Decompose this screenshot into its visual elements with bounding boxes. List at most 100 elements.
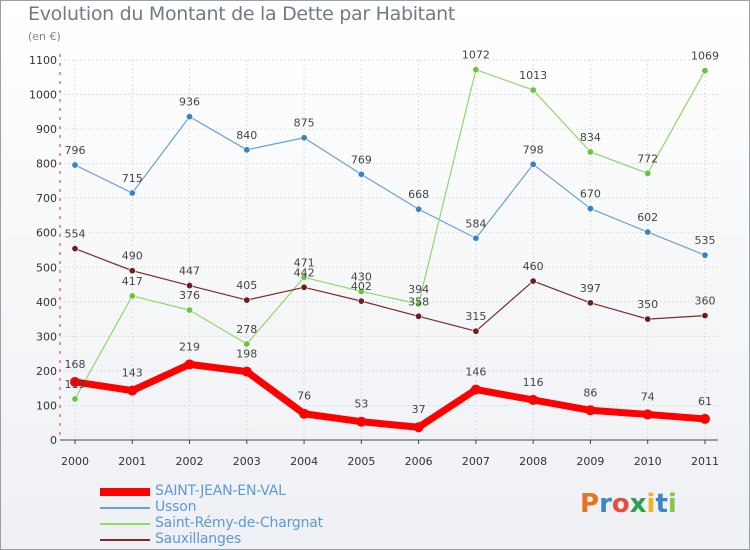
data-point [186,113,194,121]
data-point [529,160,537,168]
logo-letter: t [655,489,668,519]
series-line-saint-r-my-de-chargnat [74,69,706,400]
data-label: 602 [637,211,658,224]
logo-letter: P [580,489,600,519]
data-label: 936 [179,96,200,109]
series-line-usson [74,116,706,256]
y-tick-label: 600 [36,227,57,240]
data-point [71,245,79,253]
data-label: 840 [236,129,257,142]
data-label: 535 [694,234,715,247]
data-label: 460 [523,260,544,273]
data-label: 143 [122,367,143,380]
unit-label: (en €) [28,30,61,43]
data-label: 447 [179,265,200,278]
data-label: 376 [179,289,200,302]
data-point [415,300,423,308]
legend-swatch [100,488,150,496]
data-label: 402 [351,280,372,293]
x-tick-label: 2006 [405,455,433,468]
x-tick-label: 2009 [576,455,604,468]
data-label: 798 [523,143,544,156]
data-point [472,234,480,242]
legend-label: Saint-Rémy-de-Chargnat [155,515,323,531]
data-label: 394 [408,283,429,296]
data-point [300,273,308,281]
data-point [644,228,652,236]
data-point [356,416,367,427]
data-label: 769 [351,153,372,166]
data-label: 219 [179,340,200,353]
data-label: 397 [580,282,601,295]
legend-swatch [100,507,150,509]
y-tick-label: 200 [36,365,57,378]
data-label: 76 [297,390,311,403]
logo-letter: i [667,489,677,519]
data-label: 668 [408,188,429,201]
data-point [701,251,709,259]
data-point [71,395,79,403]
data-point [186,306,194,314]
data-label: 37 [412,403,426,416]
data-point [644,315,652,323]
data-point [186,282,194,290]
y-tick-label: 900 [36,123,57,136]
series-line-saint-jean-en-val [71,360,709,431]
data-point [413,422,424,433]
data-label: 490 [122,250,143,263]
x-tick-label: 2002 [176,455,204,468]
data-label: 430 [351,270,372,283]
data-point [415,205,423,213]
data-label: 584 [465,217,486,230]
y-tick-label: 800 [36,158,57,171]
data-label: 74 [641,390,655,403]
data-label: 1072 [462,49,490,62]
data-point [701,67,709,75]
data-point [472,327,480,335]
data-point [699,413,710,424]
data-label: 405 [236,279,257,292]
x-tick-label: 2011 [691,455,719,468]
data-point [127,385,138,396]
data-label: 834 [580,131,601,144]
x-tick-label: 2000 [61,455,89,468]
proxiti-logo: Proxiti [580,489,677,519]
data-point [128,292,136,300]
data-point [243,296,251,304]
data-point [128,189,136,197]
data-label: 278 [236,323,257,336]
y-tick-label: 100 [36,399,57,412]
data-label: 53 [354,398,368,411]
y-tick-label: 400 [36,296,57,309]
data-label: 358 [408,295,429,308]
data-point [529,86,537,94]
data-point [528,394,539,405]
logo-letter: o [611,489,630,519]
legend-label: Sauxillanges [155,531,242,547]
data-label: 360 [694,295,715,308]
data-point [642,409,653,420]
data-label: 442 [294,266,315,279]
legend-label: SAINT-JEAN-EN-VAL [155,483,286,499]
x-tick-label: 2007 [462,455,490,468]
data-label: 61 [698,395,712,408]
data-label: 198 [236,348,257,361]
data-label: 168 [65,358,86,371]
x-tick-label: 2010 [634,455,662,468]
x-tick-label: 2008 [519,455,547,468]
x-tick-label: 2003 [233,455,261,468]
data-label: 146 [465,366,486,379]
legend-swatch [100,523,150,525]
data-label: 670 [580,188,601,201]
x-tick-label: 2005 [347,455,375,468]
x-tick-label: 2001 [118,455,146,468]
data-point [184,359,195,370]
y-tick-label: 0 [50,434,57,447]
data-label: 772 [637,152,658,165]
data-point [357,287,365,295]
x-tick-label: 2004 [290,455,318,468]
data-point [586,299,594,307]
data-point [70,376,80,387]
